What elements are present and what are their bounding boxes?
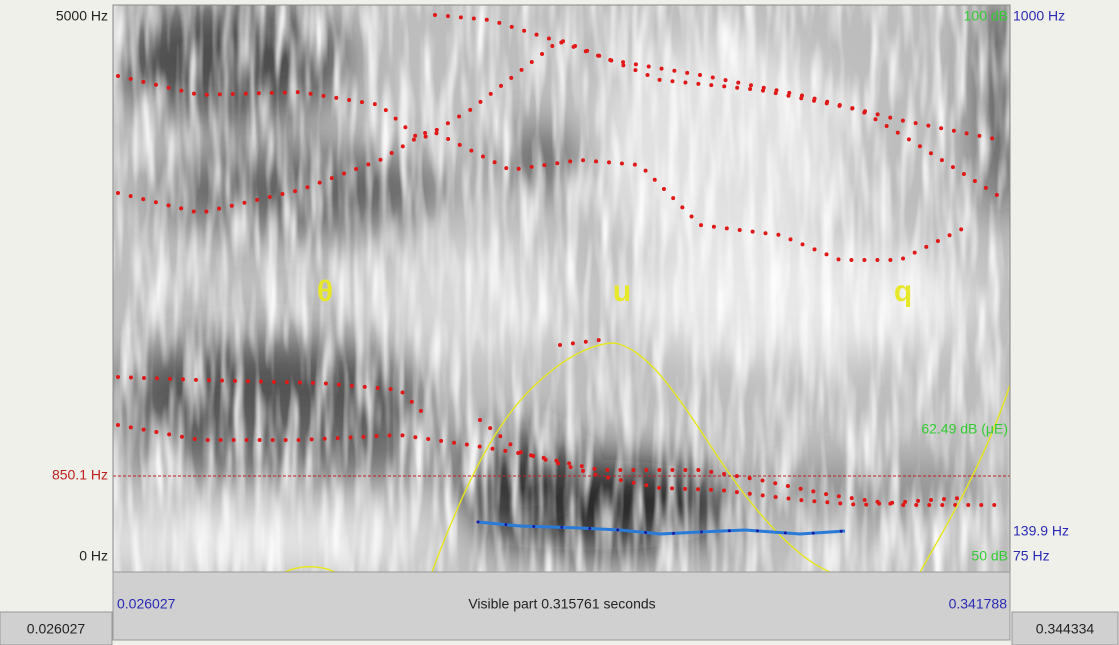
window-end: 0.344334: [1036, 621, 1095, 637]
page: 5000 Hz 850.1 Hz 0 Hz 100 dB 1000 Hz 62.…: [0, 0, 1119, 645]
pitch-bottom-label: 75 Hz: [1013, 548, 1050, 564]
praat-window: 5000 Hz 850.1 Hz 0 Hz 100 dB 1000 Hz 62.…: [0, 0, 1119, 645]
freq-bottom-label: 0 Hz: [79, 548, 108, 564]
cursor-freq-label: 850.1 Hz: [52, 467, 108, 483]
spectrogram: [50, 0, 1020, 572]
pitch-value-label: 139.9 Hz: [1013, 523, 1069, 539]
segment-label: q: [894, 275, 912, 308]
intensity-bottom-label: 50 dB: [971, 548, 1008, 564]
intensity-value-label: 62.49 dB (μE): [921, 421, 1008, 437]
segment-label: u: [613, 275, 631, 308]
segment-label: θ: [317, 275, 333, 308]
pitch-top-label: 1000 Hz: [1013, 8, 1065, 24]
intensity-top-label: 100 dB: [964, 8, 1008, 24]
freq-top-label: 5000 Hz: [56, 8, 108, 24]
visible-start: 0.026027: [117, 596, 176, 612]
visible-duration: Visible part 0.315761 seconds: [468, 596, 655, 612]
visible-end: 0.341788: [949, 596, 1008, 612]
window-start: 0.026027: [27, 621, 86, 637]
